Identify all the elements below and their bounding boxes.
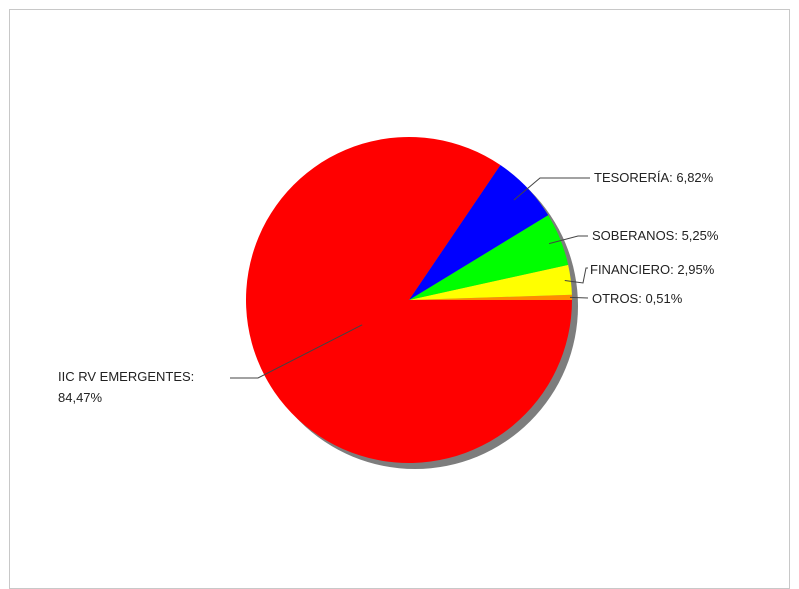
pie-slices [246, 136, 573, 463]
label-soberanos: SOBERANOS: 5,25% [592, 228, 719, 243]
slice-labels: TESORERÍA: 6,82% SOBERANOS: 5,25% FINANC… [58, 170, 719, 405]
pie-slice-financiero [409, 264, 572, 300]
label-tesoreria: TESORERÍA: 6,82% [594, 170, 714, 185]
label-otros: OTROS: 0,51% [592, 291, 683, 306]
leader-line-tesoreria [513, 177, 590, 201]
leader-lines [230, 177, 590, 379]
leader-line-soberanos [548, 235, 588, 245]
label-financiero: FINANCIERO: 2,95% [590, 262, 715, 277]
pie-slice-tesorer-a [409, 165, 549, 300]
pie-slice-iic-rv-emergentes [246, 136, 572, 463]
label-iic-rv-emergentes: IIC RV EMERGENTES: [58, 369, 194, 384]
label-iic-rv-emergentes-value: 84,47% [58, 390, 103, 405]
leader-line-otros [569, 296, 589, 299]
leader-line-financiero [564, 267, 588, 284]
leader-line-iic-rv-emergentes [230, 324, 363, 379]
pie-slice-soberanos [409, 215, 569, 300]
pie-slice-otros [409, 294, 573, 300]
